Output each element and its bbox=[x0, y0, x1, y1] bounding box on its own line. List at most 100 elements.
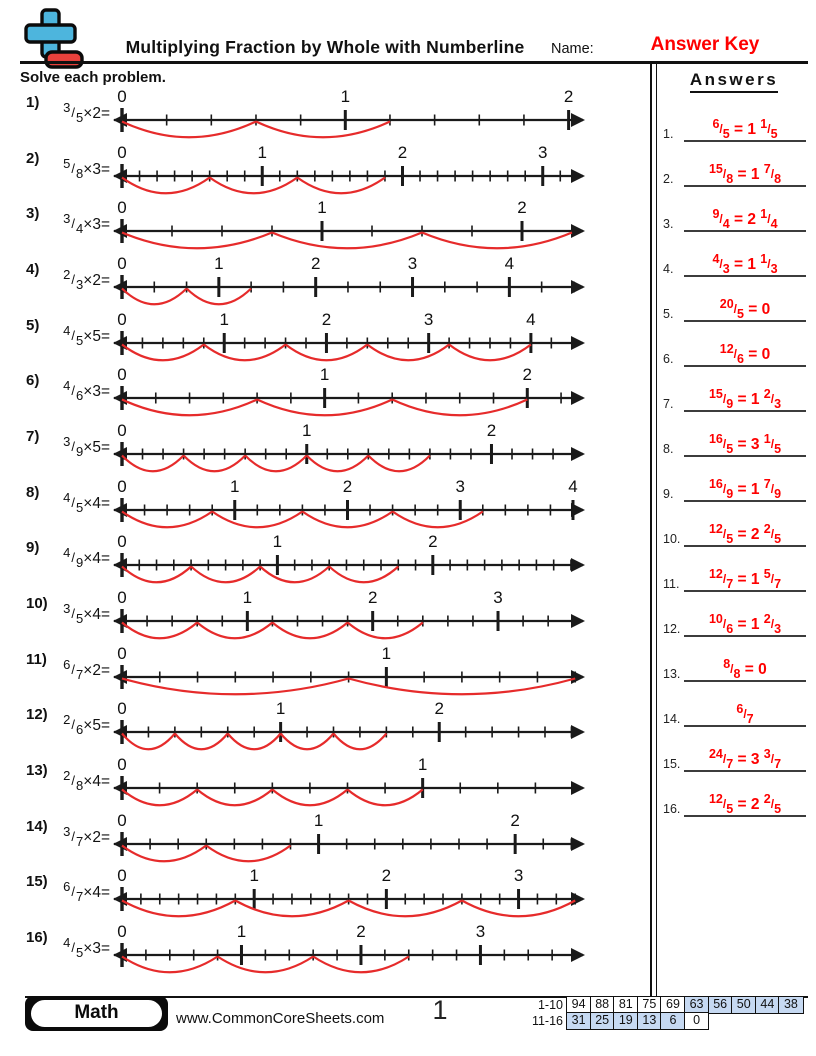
subject-badge: Math bbox=[25, 996, 168, 1031]
answer-row: 14. 6/7 bbox=[658, 697, 810, 727]
answer-number: 5. bbox=[663, 307, 674, 321]
answer-improper-denominator: 5 bbox=[722, 127, 730, 141]
problem-number: 11) bbox=[26, 650, 47, 668]
numberline-label: 1 bbox=[258, 144, 267, 162]
answer-row: 12. 10/6 = 1 2/3 bbox=[658, 607, 810, 637]
answer-value: 12/6 = 0 bbox=[684, 342, 806, 367]
answer-improper-denominator: 5 bbox=[726, 532, 734, 546]
jump-arc bbox=[121, 287, 188, 306]
jump-arc bbox=[226, 733, 282, 751]
answer-row: 2. 15/8 = 1 7/8 bbox=[658, 157, 810, 187]
answer-number: 7. bbox=[663, 397, 674, 411]
left-arrow-icon bbox=[113, 113, 127, 127]
jump-arc bbox=[121, 398, 258, 417]
answer-value: 12/7 = 1 5/7 bbox=[684, 567, 806, 592]
jump-arc bbox=[296, 176, 386, 194]
answer-value: 24/7 = 3 3/7 bbox=[684, 747, 806, 772]
score-cell: 38 bbox=[778, 996, 804, 1014]
fraction-slash: / bbox=[770, 752, 775, 766]
numberline-label: 0 bbox=[117, 533, 126, 551]
answer-value: 8/8 = 0 bbox=[684, 657, 806, 682]
fraction-slash: / bbox=[722, 797, 727, 811]
jump-arc bbox=[256, 398, 393, 417]
answer-improper-denominator: 8 bbox=[726, 172, 734, 186]
fraction-denominator: 8 bbox=[76, 778, 84, 794]
answer-key-text: Answer Key bbox=[650, 34, 760, 55]
numberline-label: 1 bbox=[317, 199, 326, 217]
score-row: 1-10 94 88 81 75 69 63 56 50 44 38 bbox=[516, 996, 804, 1014]
numberline-label: 1 bbox=[302, 422, 311, 440]
numberline-label: 1 bbox=[214, 255, 223, 273]
answer-equals: = 1 bbox=[729, 256, 756, 273]
fraction-numerator: 4 bbox=[63, 935, 71, 951]
score-cell: 31 bbox=[566, 1012, 592, 1031]
answer-remainder-numerator: 1 bbox=[760, 207, 768, 221]
answer-improper-numerator: 20 bbox=[719, 297, 734, 311]
numberline-label: 2 bbox=[510, 812, 519, 830]
score-cell: 56 bbox=[707, 996, 733, 1014]
numberline-label: 1 bbox=[243, 589, 252, 607]
numberline-label: 0 bbox=[117, 311, 126, 329]
answer-row: 8. 16/5 = 3 1/5 bbox=[658, 427, 810, 457]
answer-improper-denominator: 4 bbox=[722, 217, 730, 231]
answer-remainder-denominator: 7 bbox=[774, 757, 782, 771]
multiplier-expression: ×5= bbox=[83, 439, 110, 457]
numberline: 0 1 2 3 bbox=[113, 589, 585, 640]
page-title: Multiplying Fraction by Whole with Numbe… bbox=[125, 37, 525, 57]
jump-arc bbox=[366, 343, 450, 362]
jump-arc bbox=[448, 343, 532, 362]
numberline-label: 0 bbox=[117, 422, 126, 440]
jump-arc bbox=[121, 733, 176, 751]
jump-arc bbox=[121, 899, 236, 918]
multiplier-expression: ×5= bbox=[83, 717, 110, 735]
answer-remainder-denominator: 7 bbox=[774, 577, 782, 591]
left-arrow-icon bbox=[113, 669, 127, 684]
answer-improper-denominator: 5 bbox=[737, 307, 744, 321]
problem-row: 8) 4/5×4= 0 1 2 3 4 bbox=[20, 478, 645, 542]
answer-improper-denominator: 3 bbox=[722, 262, 730, 276]
numberline: 0 1 2 3 bbox=[113, 867, 585, 918]
score-cell: 25 bbox=[589, 1012, 615, 1031]
jump-arc bbox=[121, 788, 198, 807]
numberline-label: 3 bbox=[408, 255, 417, 273]
jump-arc bbox=[391, 398, 528, 417]
page-number: 1 bbox=[432, 995, 448, 1025]
problem-number: 5) bbox=[26, 316, 40, 334]
fraction-slash: / bbox=[733, 302, 737, 316]
numberline-label: 2 bbox=[343, 478, 352, 496]
answer-row: 15. 24/7 = 3 3/7 bbox=[658, 742, 810, 772]
numberline-label: 4 bbox=[568, 478, 577, 496]
fraction-slash: / bbox=[722, 482, 727, 496]
answer-improper-numerator: 4 bbox=[712, 252, 720, 266]
multiplier-expression: ×3= bbox=[83, 940, 110, 958]
fraction-slash: / bbox=[770, 527, 775, 541]
fraction-numerator: 6 bbox=[63, 656, 71, 672]
problem-number: 9) bbox=[26, 539, 40, 557]
fraction-numerator: 3 bbox=[63, 211, 71, 227]
numberline: 0 1 2 bbox=[113, 366, 585, 417]
multiplier-expression: ×3= bbox=[83, 216, 110, 234]
jump-arc bbox=[346, 788, 424, 807]
fraction-slash: / bbox=[719, 212, 723, 226]
answer-remainder-numerator: 5 bbox=[763, 567, 771, 581]
fraction-denominator: 9 bbox=[76, 555, 84, 571]
answer-number: 9. bbox=[663, 487, 674, 501]
numberline-label: 4 bbox=[526, 311, 535, 329]
fraction-numerator: 4 bbox=[63, 545, 71, 561]
answer-improper-denominator: 9 bbox=[726, 487, 734, 501]
fraction-slash: / bbox=[770, 392, 775, 406]
problem-expression: 4/6×3= bbox=[34, 378, 110, 403]
score-cell: 50 bbox=[731, 996, 757, 1014]
answer-remainder-numerator: 2 bbox=[763, 792, 771, 806]
answer-value: 15/9 = 1 2/3 bbox=[684, 387, 806, 412]
fraction-denominator: 7 bbox=[76, 889, 84, 905]
jump-arc bbox=[121, 176, 211, 194]
answer-improper-numerator: 12 bbox=[708, 567, 723, 581]
fraction-denominator: 5 bbox=[76, 332, 84, 348]
problem-number: 6) bbox=[26, 372, 40, 390]
fraction-slash: / bbox=[71, 327, 76, 343]
jump-arc bbox=[121, 844, 207, 863]
numberline-label: 2 bbox=[517, 199, 526, 217]
fraction-denominator: 4 bbox=[76, 221, 84, 237]
problem-row: 4) 2/3×2= 0 1 2 3 4 bbox=[20, 255, 645, 319]
